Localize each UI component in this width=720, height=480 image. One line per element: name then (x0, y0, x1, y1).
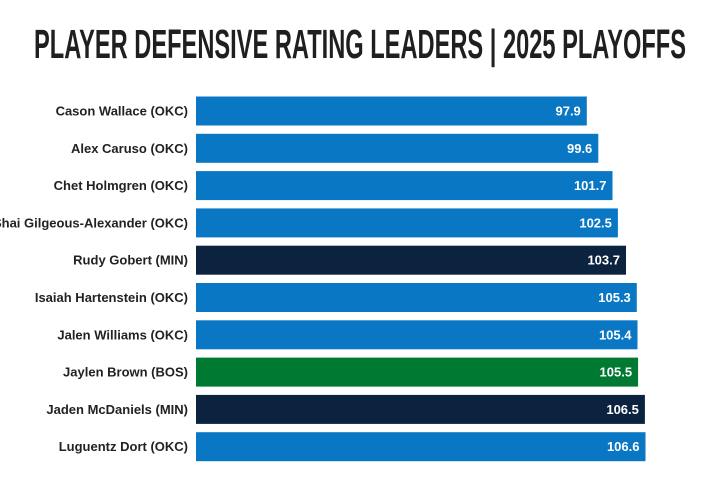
chart-title: PLAYER DEFENSIVE RATING LEADERS | 2025 P… (34, 21, 686, 67)
bar (196, 245, 626, 275)
bar (196, 394, 645, 424)
data-label: 103.7 (587, 253, 620, 268)
category-label: Cason Wallace (OKC) (56, 104, 188, 119)
bar (196, 133, 599, 163)
category-label: Shai Gilgeous-Alexander (OKC) (0, 215, 188, 230)
bar (196, 283, 637, 312)
bar (196, 432, 646, 462)
bar (196, 96, 587, 126)
bar (196, 320, 638, 350)
category-label: Chet Holmgren (OKC) (54, 178, 188, 193)
data-label: 105.3 (598, 290, 631, 305)
bar (196, 357, 639, 387)
data-label: 105.4 (599, 327, 632, 342)
category-label: Isaiah Hartenstein (OKC) (35, 290, 188, 305)
category-label: Jaylen Brown (BOS) (63, 365, 188, 380)
data-label: 99.6 (567, 141, 592, 156)
data-label: 106.6 (607, 439, 640, 454)
data-label: 106.5 (606, 402, 639, 417)
category-label: Alex Caruso (OKC) (71, 141, 188, 156)
bar-group: Cason Wallace (OKC) 97.9 Alex Caruso (OKC)… (0, 96, 646, 462)
data-label: 101.7 (574, 178, 607, 193)
category-label: Rudy Gobert (MIN) (73, 253, 188, 268)
category-label: Jaden McDaniels (MIN) (46, 402, 188, 417)
category-label: Jalen Williams (OKC) (57, 327, 188, 342)
data-label: 102.5 (579, 215, 612, 230)
category-label: Luguentz Dort (OKC) (59, 439, 188, 454)
bar (196, 171, 613, 201)
data-label: 97.9 (555, 104, 580, 119)
data-label: 105.5 (600, 365, 633, 380)
bar (196, 208, 618, 238)
